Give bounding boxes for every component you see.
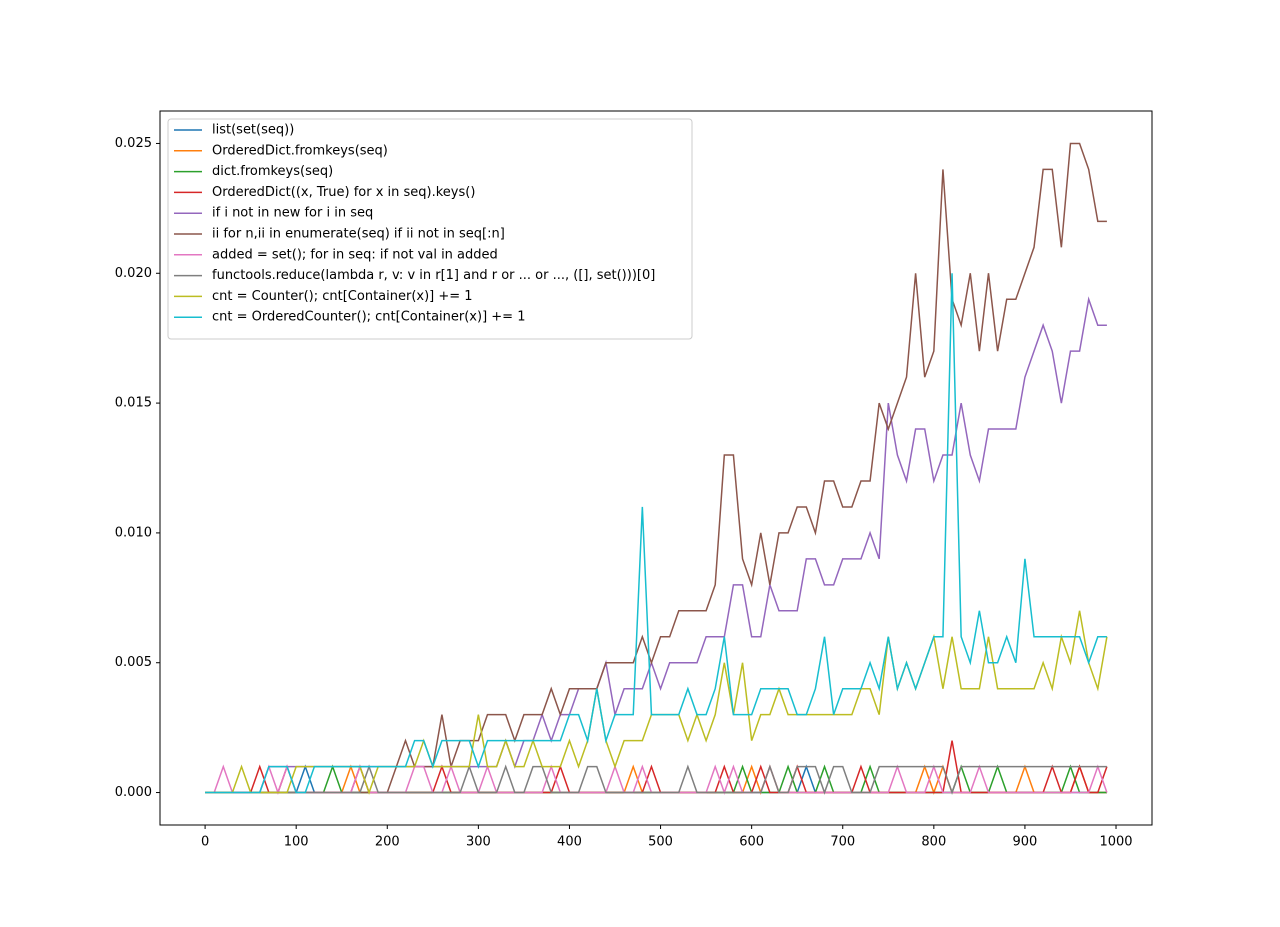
y-tick-label: 0.025 <box>115 136 152 151</box>
y-tick-label: 0.000 <box>115 785 152 800</box>
x-tick-label: 1000 <box>1099 835 1132 850</box>
y-tick-label: 0.015 <box>115 396 152 411</box>
legend-label: added = set(); for in seq: if not val in… <box>212 247 498 262</box>
x-tick-label: 800 <box>921 835 946 850</box>
legend-label: OrderedDict.fromkeys(seq) <box>212 143 388 158</box>
y-tick-label: 0.020 <box>115 266 152 281</box>
legend-box <box>167 118 693 340</box>
x-tick-label: 200 <box>375 835 400 850</box>
legend: list(set(seq)) OrderedDict.fromkeys(seq) d… <box>167 118 693 340</box>
x-tick-label: 700 <box>830 835 855 850</box>
legend-label: list(set(seq)) <box>212 123 294 138</box>
legend-label: cnt = Counter(); cnt[Container(x)] += 1 <box>212 289 473 304</box>
legend-label: OrderedDict((x, True) for x in seq).keys… <box>212 185 475 200</box>
x-tick-label: 900 <box>1013 835 1038 850</box>
series-line <box>205 273 1107 794</box>
x-tick-label: 500 <box>648 835 673 850</box>
series-line <box>205 764 1107 795</box>
legend-label: ii for n,ii in enumerate(seq) if ii not … <box>212 227 505 242</box>
y-tick-label: 0.010 <box>115 525 152 540</box>
legend-label: dict.fromkeys(seq) <box>212 164 333 179</box>
x-tick-label: 600 <box>739 835 764 850</box>
legend-label: cnt = OrderedCounter(); cnt[Container(x)… <box>212 310 525 325</box>
legend-label: if i not in new for i in seq <box>212 206 373 221</box>
legend-label: functools.reduce(lambda r, v: v in r[1] … <box>212 268 655 283</box>
x-tick-label: 100 <box>284 835 309 850</box>
x-tick-label: 300 <box>466 835 491 850</box>
x-tick-label: 400 <box>557 835 582 850</box>
y-tick-label: 0.005 <box>115 655 152 670</box>
x-tick-label: 0 <box>201 835 209 850</box>
